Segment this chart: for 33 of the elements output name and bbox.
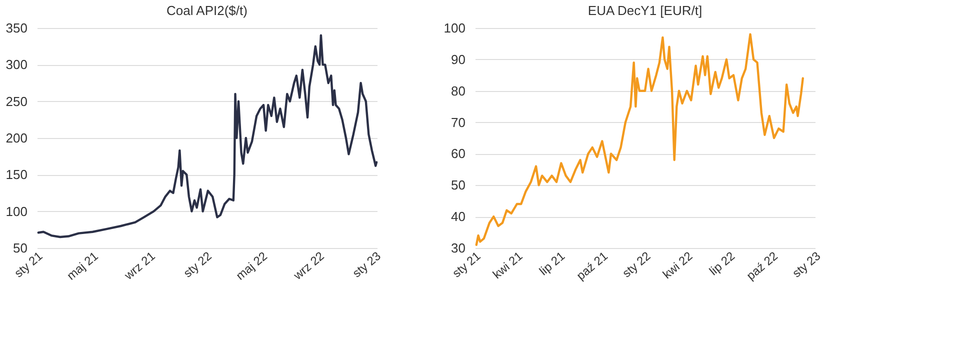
x-tick-label: kwi 21 [490,248,526,282]
x-tick-label: lip 22 [706,248,738,278]
y-tick-label: 70 [451,114,466,130]
y-tick-label: 300 [6,57,28,72]
y-tick-label: 60 [451,146,466,162]
x-tick-label: sty 22 [620,248,654,280]
x-tick-label: paź 22 [744,248,781,283]
y-tick-label: 250 [6,94,28,109]
x-tick-label: wrz 21 [120,248,158,284]
x-tick-label: wrz 22 [290,248,328,284]
x-tick-label: maj 21 [64,248,102,283]
x-tick-label: lip 21 [536,248,568,278]
x-tick-label: maj 22 [233,248,270,283]
y-tick-label: 90 [451,52,466,67]
x-tick-label: sty 23 [790,248,824,280]
x-tick-label: sty 22 [180,248,215,280]
y-tick-label: 350 [6,20,28,36]
chart-title: EUA DecY1 [EUR/t] [588,3,702,18]
y-tick-label: 40 [451,209,466,224]
chart-title: Coal API2($/t) [166,3,248,18]
line-series [37,34,378,238]
y-tick-label: 80 [451,83,466,98]
x-tick-label: kwi 22 [660,248,696,282]
y-tick-label: 50 [451,178,466,193]
y-tick-label: 200 [6,130,28,146]
line-series [475,33,804,246]
y-tick-label: 30 [451,240,466,256]
x-tick-label: sty 23 [350,248,384,280]
y-tick-label: 50 [13,240,28,256]
y-tick-label: 100 [444,20,466,36]
y-tick-label: 150 [6,167,28,182]
x-tick-label: paź 21 [574,248,611,283]
y-tick-label: 100 [6,204,28,219]
